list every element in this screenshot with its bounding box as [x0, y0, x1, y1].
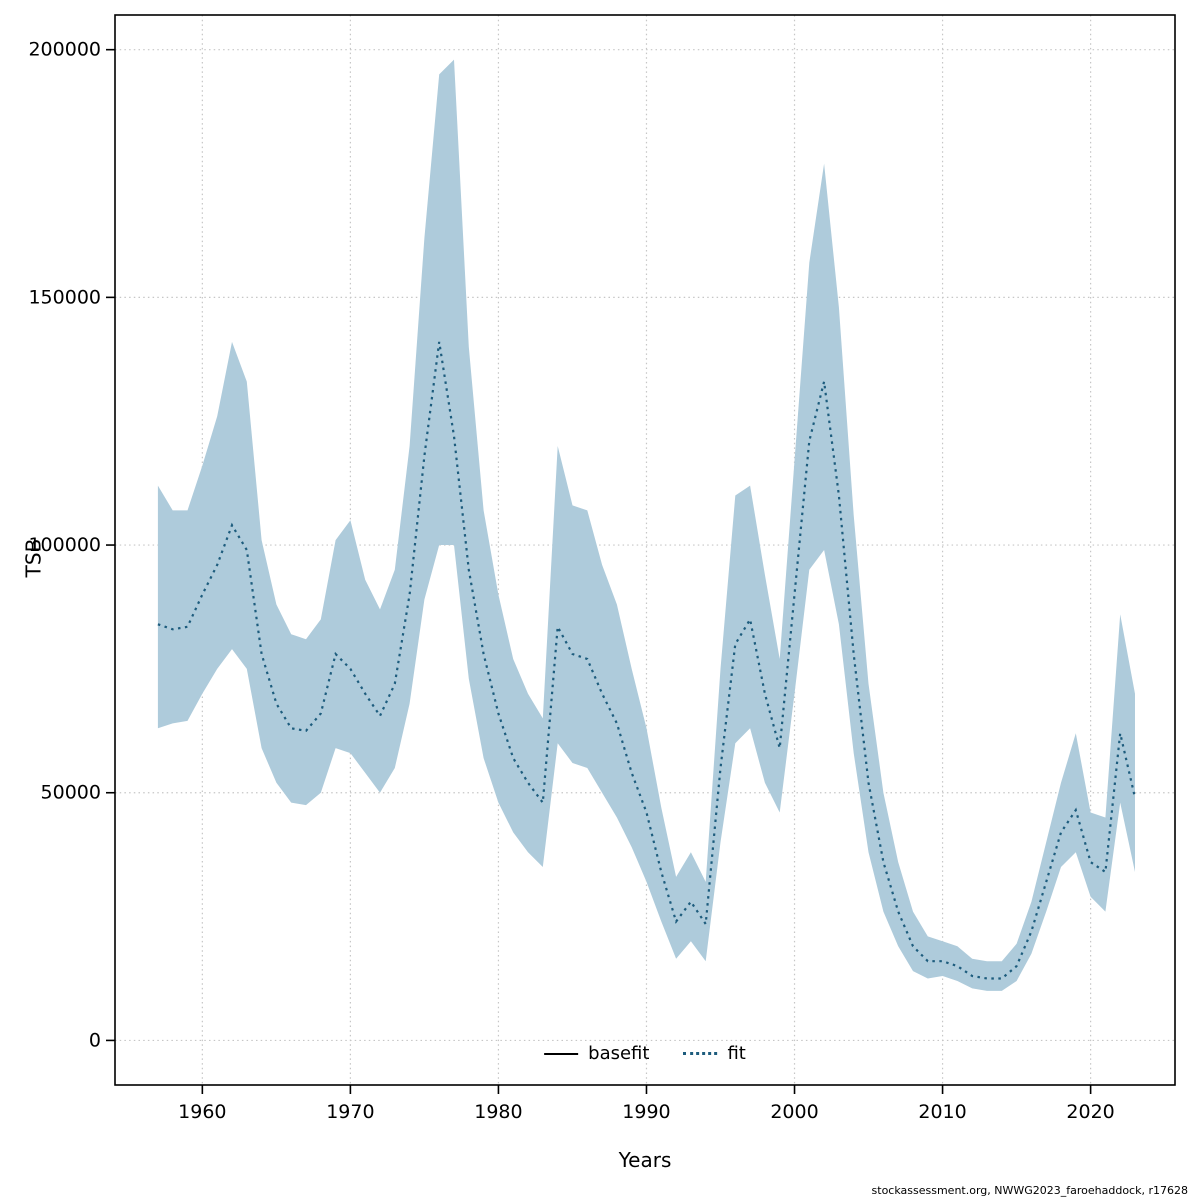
legend-label-fit: fit — [727, 1043, 746, 1064]
svg-text:0: 0 — [89, 1029, 101, 1051]
legend: basefit fit — [544, 1043, 746, 1064]
svg-text:2010: 2010 — [918, 1101, 966, 1123]
svg-text:150000: 150000 — [28, 286, 101, 308]
svg-text:1970: 1970 — [326, 1101, 374, 1123]
x-axis-title: Years — [618, 1148, 672, 1172]
y-axis-title: TSB — [21, 538, 46, 578]
svg-text:1990: 1990 — [622, 1101, 670, 1123]
svg-text:100000: 100000 — [28, 534, 101, 556]
svg-text:50000: 50000 — [41, 782, 101, 804]
svg-text:1980: 1980 — [474, 1101, 522, 1123]
svg-text:1960: 1960 — [178, 1101, 226, 1123]
basefit-solid-line-icon — [544, 1052, 579, 1055]
legend-item-fit: fit — [683, 1043, 746, 1064]
svg-text:200000: 200000 — [28, 39, 101, 61]
svg-text:2020: 2020 — [1066, 1101, 1114, 1123]
svg-text:2000: 2000 — [770, 1101, 818, 1123]
legend-item-basefit: basefit — [544, 1043, 649, 1064]
fit-dotted-line-icon — [683, 1052, 718, 1055]
legend-label-basefit: basefit — [588, 1043, 650, 1064]
source-caption: stockassessment.org, NWWG2023_faroehaddo… — [871, 1184, 1188, 1197]
